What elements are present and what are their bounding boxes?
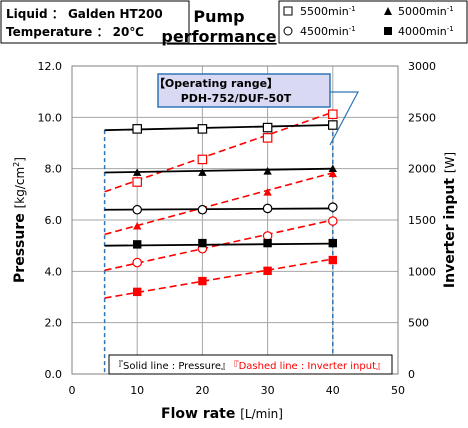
temperature-label: Temperature ： 20℃ — [6, 25, 144, 39]
note-solid-label: 『Solid line : Pressure』 — [113, 360, 231, 372]
pressure-line-5500min-1 — [104, 124, 333, 132]
inverter-point-4500min-1 — [327, 216, 338, 226]
legend-item-4500: 4500min-1 — [283, 25, 356, 38]
inverter-line-4000min-1 — [104, 258, 333, 299]
grid-lines — [71, 65, 399, 375]
inverter-point-5000min-1 — [263, 188, 272, 196]
legend-marker-circle-open — [283, 26, 293, 36]
inverter-point-5000min-1 — [328, 169, 337, 178]
note-dashed-label: 『Dashed line : Inverter input』 — [229, 360, 386, 372]
pressure-point-5000min-1 — [198, 168, 207, 176]
callout-leader — [329, 91, 359, 146]
inverter-point-5500min-1 — [197, 154, 208, 165]
y-tick-label: 10.0 — [38, 111, 63, 124]
y2-tick-label: 3000 — [408, 60, 436, 73]
pressure-point-5500min-1 — [197, 124, 208, 134]
pressure-line-4000min-1 — [104, 242, 333, 247]
x-tick-label: 0 — [69, 384, 76, 397]
x-tick-label: 40 — [326, 384, 340, 397]
pressure-point-5000min-1 — [263, 167, 272, 175]
inverter-point-5500min-1 — [262, 133, 273, 143]
pressure-point-5500min-1 — [132, 124, 142, 134]
y2-tick-label: 2500 — [408, 111, 436, 124]
legend-marker-square-filled — [384, 27, 392, 35]
pressure-line-4500min-1 — [104, 207, 333, 211]
series-layer — [104, 109, 338, 299]
y2-tick-label: 500 — [408, 317, 429, 330]
inverter-line-5000min-1 — [104, 172, 334, 236]
inverter-point-4000min-1 — [328, 255, 337, 265]
legend-label: 4000min-1 — [398, 25, 454, 38]
legend-item-4000: 4000min-1 — [384, 25, 454, 38]
legend-item-5500: 5500min-1 — [283, 5, 356, 18]
x-axis-title: Flow rate [L/min] — [161, 406, 283, 422]
x-tick-label: 50 — [391, 384, 405, 397]
y2-tick-label: 1000 — [408, 265, 436, 278]
x-tick-label: 20 — [195, 384, 209, 397]
liquid-label: Liquid ： Galden HT200 — [6, 7, 163, 21]
inverter-point-4500min-1 — [262, 231, 273, 241]
callout-line1: 【Operating range】 — [154, 77, 278, 90]
pressure-point-4000min-1 — [263, 238, 272, 248]
y2-axis-title: Inverter input [W] — [442, 152, 458, 288]
pressure-point-5500min-1 — [328, 120, 338, 130]
legend-label: 5000min-1 — [398, 5, 454, 18]
pressure-line-5000min-1 — [104, 167, 333, 174]
pressure-point-5000min-1 — [328, 164, 337, 173]
pressure-point-5000min-1 — [133, 168, 142, 176]
pressure-point-4500min-1 — [262, 203, 273, 214]
y-tick-label: 0.0 — [45, 368, 63, 381]
operating-range — [103, 125, 334, 374]
inverter-point-4000min-1 — [198, 276, 207, 286]
y-tick-label: 4.0 — [45, 265, 63, 278]
pressure-point-4500min-1 — [327, 202, 338, 212]
inverter-point-5000min-1 — [133, 221, 142, 230]
inverter-point-4500min-1 — [132, 257, 142, 268]
callout-line2: PDH-752/DUF-50T — [181, 92, 292, 105]
pressure-point-4000min-1 — [328, 238, 337, 248]
pressure-point-4500min-1 — [197, 204, 208, 215]
pressure-point-4500min-1 — [132, 204, 142, 215]
conditions-box — [0, 0, 190, 44]
y-axis-title: Pressure [kg/cm2] — [12, 157, 28, 283]
legend-label: 5500min-1 — [300, 5, 356, 18]
legend-marker-triangle — [384, 7, 392, 15]
inverter-point-5500min-1 — [132, 177, 142, 187]
callout-box — [157, 73, 331, 108]
legend-box — [278, 0, 468, 44]
y-tick-label: 8.0 — [45, 163, 63, 176]
y-tick-label: 6.0 — [45, 214, 63, 227]
legend-item-5000: 5000min-1 — [384, 5, 454, 18]
legend-label: 4500min-1 — [300, 25, 356, 38]
inverter-point-4000min-1 — [133, 287, 142, 297]
y-tick-label: 12.0 — [38, 60, 63, 73]
legend-marker-square-open — [283, 6, 293, 16]
chart-title-line2: performance — [161, 27, 276, 46]
inverter-point-5500min-1 — [328, 109, 338, 120]
chart-title-line1: Pump — [193, 7, 244, 26]
tick-labels: 0.02.04.06.08.010.012.005001000150020002… — [38, 60, 437, 397]
y2-tick-label: 1500 — [408, 214, 436, 227]
y-tick-label: 2.0 — [45, 317, 63, 330]
pressure-point-4000min-1 — [198, 238, 207, 248]
inverter-point-4000min-1 — [263, 266, 272, 276]
line-type-note — [108, 354, 393, 375]
x-tick-label: 30 — [261, 384, 275, 397]
x-tick-label: 10 — [130, 384, 144, 397]
pressure-point-5500min-1 — [262, 122, 273, 133]
pressure-point-4000min-1 — [133, 240, 142, 249]
y2-tick-label: 0 — [408, 368, 415, 381]
y2-tick-label: 2000 — [408, 163, 436, 176]
